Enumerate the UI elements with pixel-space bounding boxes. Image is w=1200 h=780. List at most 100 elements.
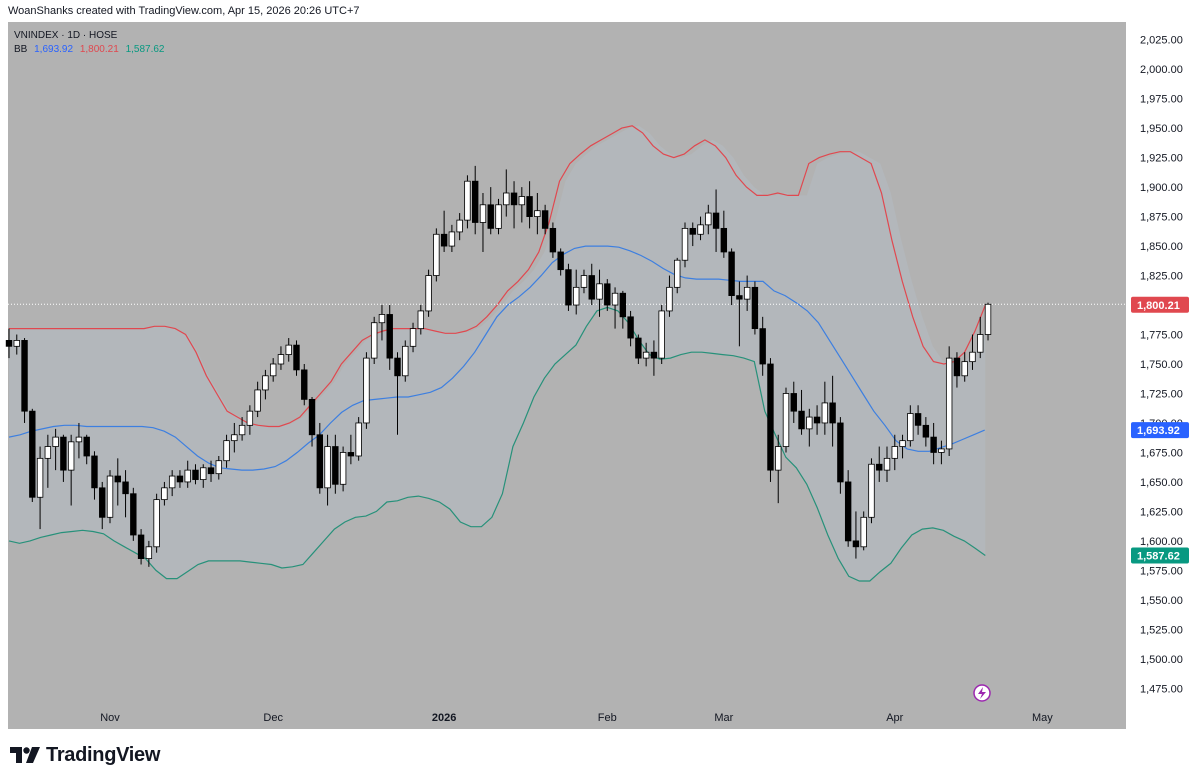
candle[interactable] (751, 281, 759, 335)
candle[interactable] (534, 193, 541, 235)
candle[interactable] (44, 434, 52, 488)
candle[interactable] (666, 275, 673, 317)
candle[interactable] (67, 434, 75, 506)
candle[interactable] (207, 460, 215, 482)
bb-lower-line[interactable] (8, 306, 986, 582)
candle[interactable] (829, 375, 836, 447)
candle[interactable] (448, 224, 456, 252)
candle[interactable] (728, 248, 735, 306)
candle[interactable] (378, 305, 386, 341)
candle[interactable] (775, 434, 782, 504)
candle[interactable] (557, 248, 564, 276)
candle[interactable] (596, 269, 603, 317)
candle[interactable] (402, 340, 409, 382)
candle[interactable] (440, 210, 448, 252)
candle[interactable] (813, 405, 821, 435)
candle[interactable] (790, 381, 797, 423)
candle[interactable] (479, 193, 487, 252)
candle[interactable] (705, 204, 712, 235)
candle[interactable] (767, 358, 774, 482)
candle[interactable] (192, 464, 199, 485)
candle[interactable] (914, 405, 922, 435)
candle[interactable] (130, 487, 137, 541)
candle[interactable] (215, 455, 222, 480)
candle[interactable] (720, 210, 728, 258)
candle[interactable] (456, 213, 463, 241)
candle[interactable] (106, 470, 114, 524)
candle[interactable] (580, 269, 588, 294)
candle[interactable] (945, 346, 953, 456)
candle[interactable] (75, 422, 83, 459)
candle[interactable] (883, 446, 891, 482)
candle[interactable] (487, 187, 494, 235)
candle[interactable] (347, 434, 355, 465)
candle[interactable] (52, 428, 59, 471)
candle[interactable] (650, 340, 658, 376)
candle[interactable] (60, 434, 67, 482)
candle[interactable] (223, 434, 230, 468)
candle[interactable] (324, 434, 331, 506)
candle[interactable] (495, 198, 502, 235)
candle[interactable] (868, 458, 875, 524)
candle[interactable] (969, 334, 976, 370)
candle[interactable] (168, 470, 176, 497)
candle[interactable] (386, 305, 393, 370)
candle[interactable] (339, 446, 347, 492)
candle[interactable] (99, 481, 106, 530)
candle[interactable] (425, 269, 432, 317)
candle[interactable] (712, 189, 720, 252)
candle[interactable] (930, 422, 937, 465)
candle[interactable] (526, 181, 533, 229)
price-axis[interactable] (1126, 22, 1200, 710)
candle[interactable] (984, 302, 992, 341)
candle[interactable] (184, 460, 191, 488)
candle[interactable] (961, 352, 968, 382)
candle[interactable] (293, 340, 300, 376)
candle[interactable] (29, 408, 36, 502)
candle[interactable] (285, 338, 292, 362)
price-label-tag[interactable]: 1,693.92 (1131, 422, 1189, 439)
candle[interactable] (262, 369, 269, 400)
candle[interactable] (200, 464, 207, 488)
candle[interactable] (21, 338, 28, 423)
candle[interactable] (471, 165, 479, 235)
candle[interactable] (798, 389, 805, 435)
candle[interactable] (736, 281, 743, 347)
time-axis[interactable] (8, 706, 1126, 729)
price-label-tag[interactable]: 1,587.62 (1131, 547, 1189, 564)
candle[interactable] (316, 422, 323, 494)
candle[interactable] (277, 346, 285, 370)
candle[interactable] (806, 408, 813, 447)
candle[interactable] (409, 322, 417, 353)
candle[interactable] (604, 279, 611, 311)
candle[interactable] (114, 458, 121, 506)
candle[interactable] (231, 422, 238, 453)
candle[interactable] (627, 310, 634, 347)
candle[interactable] (13, 334, 20, 355)
candle[interactable] (674, 257, 681, 294)
symbol-line[interactable]: VNINDEX · 1D · HOSE (14, 30, 118, 41)
candle[interactable] (743, 275, 751, 311)
candle[interactable] (852, 511, 860, 559)
candle[interactable] (837, 417, 844, 494)
bb-middle-line[interactable] (8, 245, 985, 471)
candle[interactable] (907, 405, 914, 447)
candle[interactable] (308, 397, 316, 447)
candle[interactable] (938, 440, 945, 465)
candle[interactable] (363, 352, 370, 429)
price-label-tag[interactable]: 1,800.21 (1131, 296, 1189, 313)
candle[interactable] (844, 470, 852, 547)
bb-legend[interactable]: BB 1,693.92 1,800.21 1,587.62 (14, 43, 169, 57)
candle[interactable] (355, 417, 362, 461)
candle[interactable] (503, 169, 510, 217)
candle[interactable] (891, 434, 898, 471)
candle[interactable] (588, 263, 595, 306)
candle[interactable] (860, 511, 867, 551)
candle[interactable] (153, 493, 160, 553)
candle[interactable] (176, 470, 184, 488)
candle[interactable] (91, 451, 98, 500)
candle[interactable] (658, 305, 665, 364)
candle[interactable] (137, 529, 145, 565)
candle[interactable] (417, 305, 425, 335)
candle[interactable] (332, 434, 339, 494)
